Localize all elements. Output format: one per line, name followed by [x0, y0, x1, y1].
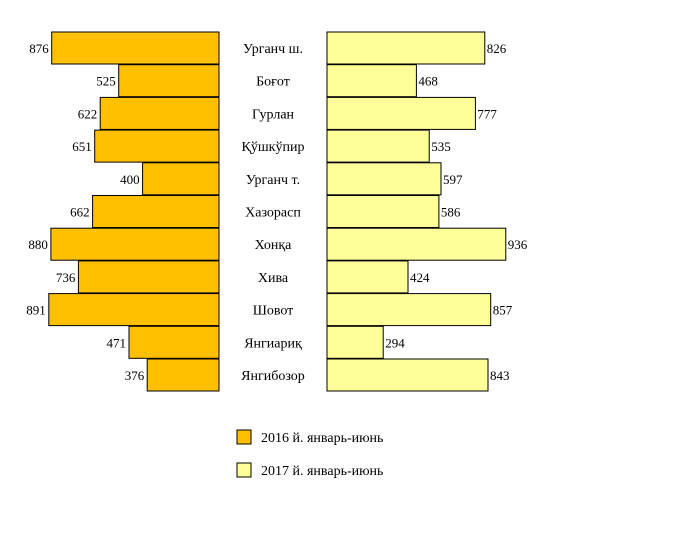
category-label-cat-2: Гурлан [252, 107, 295, 122]
bar-2016-cat-9 [128, 325, 220, 359]
data-label-2017-cat-10: 843 [490, 368, 510, 383]
category-labels: Урганч ш. Боғот Гурлан Қўшкўпир Урганч т. Хаз… [241, 42, 305, 384]
bar-2017-cat-9 [326, 325, 384, 359]
category-label-cat-6: Хонқа [255, 238, 293, 253]
data-label-2017-cat-8: 857 [493, 303, 513, 318]
category-label-cat-0: Урганч ш. [243, 42, 303, 57]
legend-label-2017: 2017 й. январь-июнь [261, 464, 383, 479]
data-label-2016-cat-7: 736 [56, 270, 76, 285]
right-series-bars: 826 468 777 535 597 586 936 424 857 294 843 [326, 31, 528, 392]
data-label-2016-cat-4: 400 [120, 172, 140, 187]
legend-label-2016: 2016 й. январь-июнь [261, 431, 383, 446]
bar-2016-cat-0 [51, 31, 220, 65]
legend-swatch-2016 [236, 429, 252, 445]
left-series-bars: 876 525 622 651 400 662 880 736 891 471 376 [26, 31, 220, 392]
bar-2017-cat-10 [326, 358, 489, 392]
data-label-2016-cat-3: 651 [72, 139, 92, 154]
bar-2017-cat-7 [326, 260, 409, 294]
bar-2016-cat-4 [142, 162, 220, 196]
data-label-2016-cat-1: 525 [96, 74, 116, 89]
bar-2017-cat-2 [326, 96, 476, 130]
category-label-cat-9: Янгиариқ [244, 336, 302, 351]
category-label-cat-7: Хива [258, 271, 289, 286]
bar-2017-cat-6 [326, 227, 507, 261]
data-label-2016-cat-8: 891 [26, 303, 46, 318]
category-label-cat-5: Хазорасп [245, 206, 301, 221]
data-label-2017-cat-0: 826 [487, 41, 507, 56]
data-label-2017-cat-9: 294 [385, 335, 405, 350]
category-label-cat-1: Боғот [256, 75, 290, 90]
data-label-2016-cat-6: 880 [28, 237, 48, 252]
data-label-2017-cat-7: 424 [410, 270, 430, 285]
bar-2016-cat-10 [146, 358, 220, 392]
bar-2017-cat-1 [326, 64, 417, 98]
bar-2017-cat-0 [326, 31, 486, 65]
category-label-cat-10: Янгибозор [241, 369, 305, 384]
data-label-2017-cat-1: 468 [418, 74, 438, 89]
category-label-cat-4: Урганч т. [246, 173, 300, 188]
data-label-2017-cat-4: 597 [443, 172, 463, 187]
category-label-cat-3: Қўшкўпир [242, 140, 305, 155]
legend: 2016 й. январь-июнь 2017 й. январь-июнь [236, 429, 383, 479]
data-label-2017-cat-2: 777 [477, 106, 497, 121]
bar-2017-cat-5 [326, 195, 440, 228]
data-label-2017-cat-6: 936 [508, 237, 528, 252]
bar-2016-cat-8 [48, 293, 220, 327]
bar-2017-cat-4 [326, 162, 442, 196]
bar-2017-cat-3 [326, 129, 430, 163]
data-label-2016-cat-0: 876 [29, 41, 49, 56]
category-label-cat-8: Шовот [253, 304, 294, 319]
data-label-2017-cat-5: 586 [441, 205, 461, 220]
bar-2016-cat-1 [118, 64, 220, 98]
data-label-2016-cat-9: 471 [107, 335, 127, 350]
data-label-2016-cat-10: 376 [125, 368, 145, 383]
data-label-2016-cat-2: 622 [78, 106, 98, 121]
bar-2017-cat-8 [326, 293, 492, 327]
data-label-2017-cat-3: 535 [431, 139, 451, 154]
bar-2016-cat-6 [50, 227, 220, 261]
data-label-2016-cat-5: 662 [70, 205, 90, 220]
bar-2016-cat-2 [99, 96, 220, 130]
bar-2016-cat-3 [94, 129, 220, 163]
legend-swatch-2017 [236, 462, 252, 478]
bar-2016-cat-7 [77, 260, 220, 294]
bar-2016-cat-5 [92, 195, 220, 228]
